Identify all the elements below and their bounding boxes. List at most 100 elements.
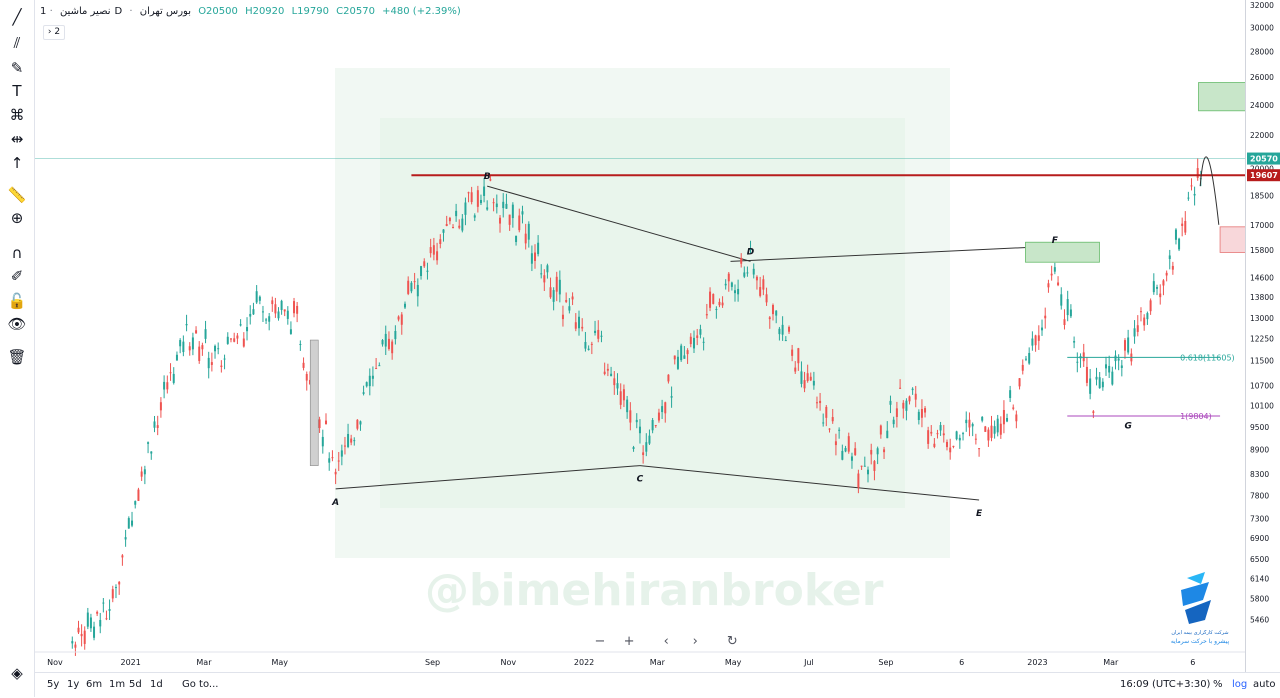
y-tick-label: 9500 <box>1250 423 1269 432</box>
candle-body <box>511 204 514 219</box>
trendlines[interactable] <box>335 185 1075 501</box>
candle-body <box>1108 365 1111 373</box>
scroll-left-icon[interactable]: ‹ <box>663 634 669 649</box>
log-toggle[interactable]: log <box>1232 679 1248 690</box>
candle-body <box>1178 238 1181 250</box>
candle-body <box>71 641 74 644</box>
price-axis[interactable]: 32000 30000 28000 26000 24000 22000 20000 18500… <box>1245 0 1280 672</box>
brush-icon[interactable]: ✎ <box>10 59 24 77</box>
candle-body <box>1196 168 1199 178</box>
candle-body <box>220 365 223 368</box>
trendline-CE[interactable] <box>639 465 980 501</box>
candle-body <box>590 343 593 345</box>
trendline-BD[interactable] <box>487 185 751 262</box>
candle-body <box>524 233 527 244</box>
candle-body <box>920 409 923 418</box>
candle-body <box>153 421 156 428</box>
candle-body <box>712 294 715 304</box>
candle-body <box>483 186 486 196</box>
zoom-out-icon[interactable]: − <box>594 634 606 649</box>
y-tick-label: 6500 <box>1250 555 1269 564</box>
open-value: O20500 <box>198 6 238 17</box>
candle-body <box>540 273 543 275</box>
range-6m[interactable]: 6m <box>86 679 103 690</box>
candle-body <box>1024 358 1027 360</box>
trendline-AC[interactable] <box>335 465 641 490</box>
goto-button[interactable]: Go to... <box>182 679 219 690</box>
range-1m[interactable]: 1m <box>109 679 126 690</box>
candle-body <box>347 433 350 447</box>
candle-body <box>1050 273 1053 276</box>
price-tag <box>1247 169 1280 182</box>
layers-icon[interactable]: ◈ <box>11 664 23 682</box>
candle-body <box>664 402 667 414</box>
symbol-name[interactable]: نصیر ماشین <box>59 6 111 17</box>
trendline-DF[interactable] <box>730 244 1075 262</box>
candle-body <box>622 389 625 401</box>
chart-canvas[interactable]: 0.618(11605) 1(9804) A B C D E F G Nov 2021 Mar May S… <box>35 0 1280 672</box>
trash-icon[interactable]: 🗑 <box>7 348 27 366</box>
magnet-icon[interactable]: ∩ <box>11 244 23 262</box>
candle-body <box>984 426 987 432</box>
eye-icon[interactable]: 👁 <box>7 315 27 333</box>
chart-area[interactable]: 0.618(11605) 1(9804) A B C D E F G Nov 2021 Mar May S… <box>35 0 1280 672</box>
lock-icon[interactable]: 🔓 <box>7 292 27 310</box>
target-zone-box[interactable] <box>1198 82 1280 112</box>
candle-body <box>166 382 169 390</box>
close-value: C20570 <box>336 6 375 17</box>
candle-body <box>429 247 432 254</box>
candle-body <box>1073 341 1076 343</box>
correction-zone-box[interactable] <box>1219 226 1280 253</box>
scroll-right-icon[interactable]: › <box>692 634 698 649</box>
bottom-toolbar: 5y 1y 6m 1m 5d 1d Go to... 16:09 (UTC+3:30) %… <box>35 672 1280 698</box>
projection-arrow[interactable] <box>1199 156 1220 225</box>
percent-toggle[interactable]: % <box>1213 679 1223 690</box>
x-tick-label: May <box>271 658 288 667</box>
candle-body <box>632 447 635 449</box>
candle-body <box>667 374 670 382</box>
range-1d[interactable]: 1d <box>150 679 163 690</box>
interval-label[interactable]: 1D <box>40 6 123 17</box>
auto-toggle[interactable]: auto <box>1253 679 1276 690</box>
zoom-in-icon[interactable]: + <box>623 634 635 649</box>
candle-body <box>124 537 127 540</box>
ruler-icon[interactable]: 📏 <box>7 186 27 204</box>
range-1y[interactable]: 1y <box>67 679 80 690</box>
pitchfork-icon[interactable]: ⫽ <box>13 34 21 52</box>
consolidation-box[interactable] <box>309 339 319 466</box>
candle-body <box>661 406 664 413</box>
candle-body <box>619 391 622 405</box>
reset-icon[interactable]: ↻ <box>726 634 738 649</box>
candle-body <box>1187 197 1190 199</box>
range-5y[interactable]: 5y <box>47 679 60 690</box>
cursor-arrow-icon[interactable]: ↑ <box>10 154 24 172</box>
trendline-icon[interactable]: ╱ <box>12 8 22 26</box>
candle-body <box>844 448 847 452</box>
candle-body <box>1041 327 1044 331</box>
candle-body <box>476 190 479 207</box>
lock-drawings-icon[interactable]: ✐ <box>10 267 24 285</box>
x-tick-label: May <box>725 658 742 667</box>
candle-body <box>299 344 302 346</box>
text-icon[interactable]: T <box>12 82 22 100</box>
indicator-toggle[interactable]: › 2 <box>43 25 65 40</box>
candle-body <box>705 314 708 316</box>
candle-body <box>99 619 102 627</box>
time-display[interactable]: 16:09 (UTC+3:30) <box>1120 679 1211 690</box>
zone-box-F[interactable] <box>1025 241 1100 263</box>
candles <box>71 158 1202 656</box>
range-5d[interactable]: 5d <box>129 679 142 690</box>
candle-body <box>201 345 204 350</box>
pattern-icon[interactable]: ⌘ <box>9 106 25 124</box>
y-tick-label: 7300 <box>1250 515 1269 524</box>
x-tick-label: Nov <box>47 658 63 667</box>
candle-body <box>584 341 587 349</box>
candle-body <box>534 252 537 261</box>
candle-body <box>686 350 689 355</box>
wave-label-G: G <box>1124 422 1131 432</box>
low-value: L19790 <box>291 6 329 17</box>
projection-icon[interactable]: ⇹ <box>10 130 24 148</box>
zoom-icon[interactable]: ⊕ <box>10 209 24 227</box>
candle-body <box>759 287 762 296</box>
fib-level-label: 0.618(11605) <box>1180 353 1235 362</box>
